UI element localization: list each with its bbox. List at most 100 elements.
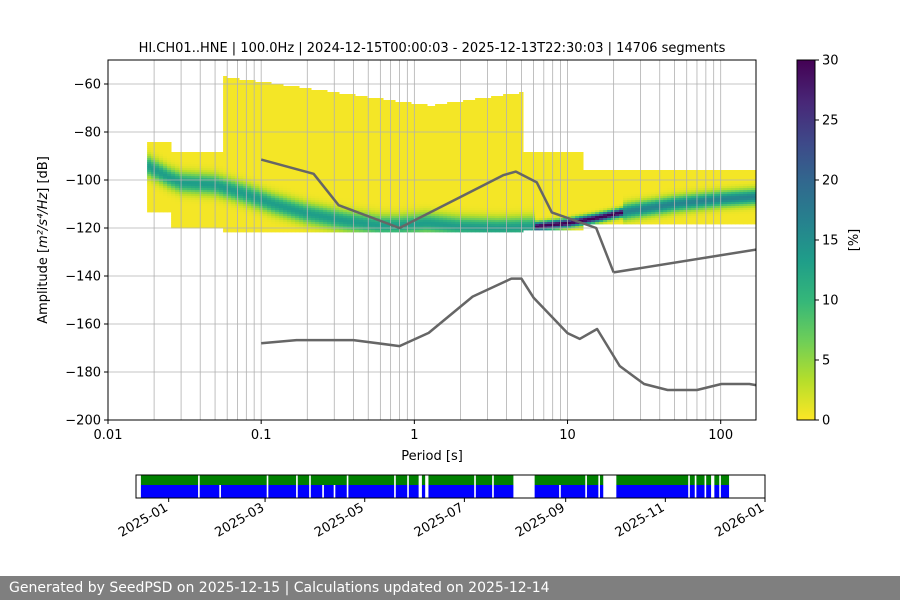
heatmap-cell	[319, 172, 324, 175]
heatmap-cell	[191, 200, 196, 203]
heatmap-cell	[411, 186, 416, 189]
heatmap-cell	[375, 162, 380, 165]
heatmap-cell	[367, 178, 372, 181]
heatmap-cell	[331, 110, 336, 113]
heatmap-cell	[283, 226, 288, 229]
heatmap-cell	[271, 158, 276, 161]
heatmap-cell	[291, 132, 296, 135]
heatmap-cell	[263, 200, 268, 203]
heatmap-cell	[175, 172, 180, 175]
heatmap-cell	[187, 210, 192, 213]
heatmap-cell	[295, 96, 300, 99]
heatmap-cell	[283, 192, 288, 195]
heatmap-cell	[279, 148, 284, 151]
heatmap-cell	[411, 170, 416, 173]
heatmap-cell	[343, 198, 348, 201]
heatmap-cell	[443, 130, 448, 133]
heatmap-cell	[347, 156, 352, 159]
heatmap-cell	[263, 138, 268, 141]
heatmap-cell	[367, 202, 372, 205]
heatmap-cell	[451, 102, 456, 105]
heatmap-cell	[267, 146, 272, 149]
heatmap-cell	[311, 226, 316, 229]
heatmap-cell	[163, 180, 168, 183]
heatmap-cell	[279, 160, 284, 163]
heatmap-cell	[355, 174, 360, 177]
heatmap-cell	[407, 168, 412, 171]
heatmap-cell	[171, 152, 176, 155]
heatmap-cell	[415, 190, 420, 193]
heatmap-cell	[439, 198, 444, 201]
heatmap-cell	[231, 190, 236, 193]
heatmap-cell	[399, 146, 404, 149]
heatmap-cell	[315, 92, 320, 95]
heatmap-cell	[171, 188, 176, 191]
heatmap-cell	[463, 148, 468, 151]
heatmap-cell	[431, 212, 436, 215]
heatmap-cell	[319, 198, 324, 201]
heatmap-cell	[347, 108, 352, 111]
heatmap-cell	[327, 132, 332, 135]
heatmap-cell	[291, 154, 296, 157]
heatmap-cell	[347, 112, 352, 115]
heatmap-cell	[271, 222, 276, 225]
heatmap-cell	[251, 94, 256, 97]
heatmap-cell	[283, 176, 288, 179]
heatmap-cell	[175, 200, 180, 203]
heatmap-cell	[399, 130, 404, 133]
heatmap-cell	[231, 96, 236, 99]
heatmap-cell	[215, 206, 220, 209]
heatmap-cell	[219, 176, 224, 179]
heatmap-cell	[319, 174, 324, 177]
heatmap-cell	[435, 116, 440, 119]
heatmap-cell	[319, 160, 324, 163]
heatmap-cell	[459, 224, 464, 227]
heatmap-cell	[327, 186, 332, 189]
heatmap-cell	[183, 226, 188, 229]
heatmap-cell	[355, 164, 360, 167]
heatmap-cell	[291, 124, 296, 127]
heatmap-cell	[327, 92, 332, 95]
heatmap-cell	[203, 174, 208, 177]
heatmap-cell	[267, 130, 272, 133]
heatmap-cell	[431, 108, 436, 111]
heatmap-cell	[303, 164, 308, 167]
heatmap-cell	[451, 188, 456, 191]
heatmap-cell	[307, 108, 312, 111]
heatmap-cell	[455, 164, 460, 167]
heatmap-cell	[347, 114, 352, 117]
heatmap-cell	[427, 158, 432, 161]
heatmap-cell	[463, 138, 468, 141]
heatmap-cell	[451, 192, 456, 195]
heatmap-cell	[211, 202, 216, 205]
heatmap-cell	[335, 150, 340, 153]
heatmap-cell	[319, 208, 324, 211]
heatmap-cell	[327, 94, 332, 97]
heatmap-cell	[315, 130, 320, 133]
heatmap-cell	[451, 198, 456, 201]
heatmap-cell	[175, 188, 180, 191]
heatmap-cell	[231, 148, 236, 151]
heatmap-cell	[463, 174, 468, 177]
heatmap-cell	[451, 226, 456, 229]
heatmap-cell	[375, 118, 380, 121]
heatmap-cell	[459, 176, 464, 179]
heatmap-cell	[215, 154, 220, 157]
heatmap-cell	[255, 96, 260, 99]
heatmap-cell	[275, 212, 280, 215]
heatmap-cell	[403, 148, 408, 151]
heatmap-cell	[419, 198, 424, 201]
heatmap-cell	[291, 108, 296, 111]
heatmap-cell	[239, 152, 244, 155]
heatmap-cell	[443, 162, 448, 165]
heatmap-cell	[375, 196, 380, 199]
heatmap-cell	[219, 152, 224, 155]
heatmap-cell	[219, 182, 224, 185]
heatmap-cell	[239, 222, 244, 225]
heatmap-cell	[383, 216, 388, 219]
heatmap-cell	[355, 134, 360, 137]
heatmap-cell	[415, 132, 420, 135]
heatmap-cell	[403, 140, 408, 143]
heatmap-cell	[359, 220, 364, 223]
heatmap-cell	[371, 210, 376, 213]
